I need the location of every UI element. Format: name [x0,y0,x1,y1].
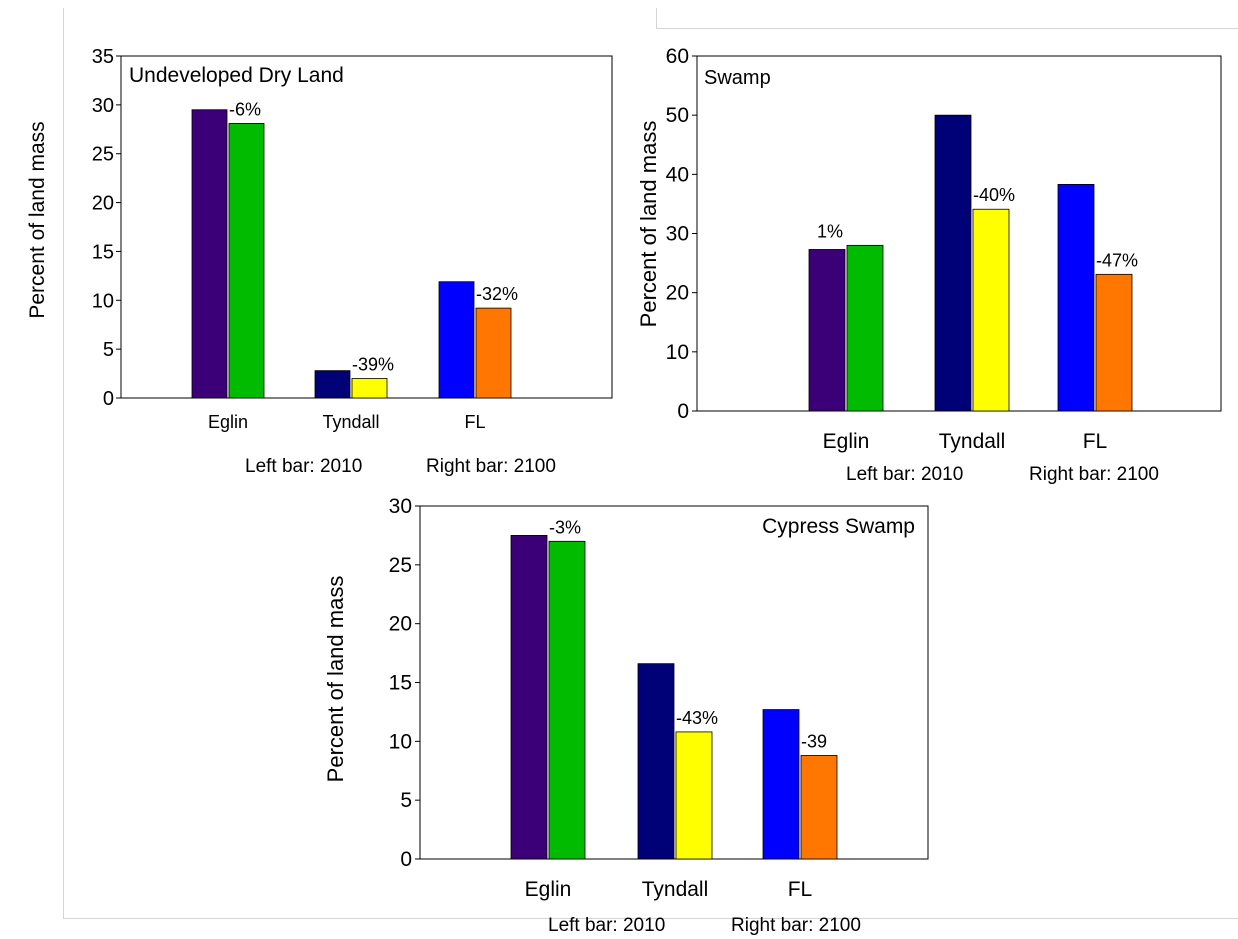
y-tick-label: 10 [92,290,114,312]
y-tick-label: 5 [103,339,114,361]
y-tick-label: 10 [666,341,689,364]
legend-note-2100: Right bar: 2100 [1029,464,1159,485]
y-tick-label: 60 [666,45,689,68]
bar-tyndall-2010 [637,663,675,860]
category-label: Tyndall [322,412,379,432]
y-tick-label: 20 [666,282,689,305]
bar-tyndall-2010 [934,114,972,412]
y-tick-label: 15 [92,241,114,263]
category-label: Eglin [823,430,870,453]
y-tick-label: 25 [389,554,412,577]
bar-annotation: -32% [476,284,518,304]
y-tick-label: 5 [400,789,412,812]
frame-line-top-tick [656,8,657,29]
category-label: Tyndall [642,878,709,901]
y-tick-label: 25 [92,144,114,166]
chart-undeveloped-dry-land: 0 5 10 15 20 25 30 35 Eglin -6% Tyndall -39% FL -32% U… [26,46,613,432]
y-tick-label: 50 [666,104,689,127]
bar-annotation: 1% [817,221,843,241]
legend-note-2010: Left bar: 2010 [846,464,964,485]
category-label: FL [1083,430,1108,453]
legend-note-2010: Left bar: 2010 [548,915,666,936]
bar-eglin-2010 [510,535,548,860]
category-label: FL [788,878,813,901]
bar-fl-2100 [475,307,512,399]
bar-annotation: -6% [229,99,261,119]
bar-eglin-2100 [228,123,265,399]
bar-annotation: -39% [352,354,394,374]
bar-fl-2100 [800,755,838,860]
category-label: FL [464,412,485,432]
y-tick-label: 30 [666,223,689,246]
y-tick-label: 0 [677,400,689,423]
y-tick-label: 10 [389,730,412,753]
y-tick-label: 0 [103,388,114,410]
bar-tyndall-2100 [351,378,388,399]
legend-note-2100: Right bar: 2100 [731,915,861,936]
chart-title: Undeveloped Dry Land [129,64,344,87]
bar-fl-2010 [438,281,475,399]
legend-note-2100: Right bar: 2100 [426,456,556,477]
bar-eglin-2100 [548,540,586,860]
bar-eglin-2010 [191,109,228,399]
chart-cypress-swamp: 0 5 10 15 20 25 30 Eglin -3% Tyndall -43% FL -39 Cypr… [323,495,929,901]
y-tick-label: 0 [400,848,412,871]
bar-annotation: -39 [801,731,827,751]
bar-tyndall-2100 [972,208,1010,412]
y-axis-label: Percent of land mass [323,576,348,783]
frame-line-top-right [656,28,1238,29]
bar-fl-2010 [762,709,800,860]
chart-title: Swamp [704,67,771,89]
y-tick-label: 30 [92,95,114,117]
y-tick-label: 35 [92,46,114,68]
bar-eglin-2100 [846,244,884,412]
frame-line-left [63,8,64,919]
y-axis-label: Percent of land mass [636,121,661,328]
bar-fl-2100 [1095,273,1133,412]
y-tick-label: 15 [389,672,412,695]
category-label: Eglin [208,412,248,432]
chart-title: Cypress Swamp [762,515,915,538]
y-tick-label: 20 [92,193,114,215]
y-tick-label: 20 [389,613,412,636]
bar-tyndall-2100 [675,731,713,860]
bar-fl-2010 [1057,183,1095,412]
y-tick-label: 30 [389,495,412,518]
bar-eglin-2010 [808,249,846,412]
bar-annotation: -3% [549,517,581,537]
frame-line-bottom [63,918,1238,919]
bar-tyndall-2010 [314,370,351,399]
bar-annotation: -40% [973,185,1015,205]
y-axis-label: Percent of land mass [26,121,49,318]
bar-annotation: -43% [676,708,718,728]
bar-annotation: -47% [1096,250,1138,270]
y-tick-label: 40 [666,163,689,186]
category-label: Tyndall [939,430,1006,453]
chart-swamp: 0 10 20 30 40 50 60 Eglin 1% Tyndall -40% FL -47% Swa… [636,45,1222,453]
category-label: Eglin [525,878,572,901]
legend-note-2010: Left bar: 2010 [245,456,363,477]
